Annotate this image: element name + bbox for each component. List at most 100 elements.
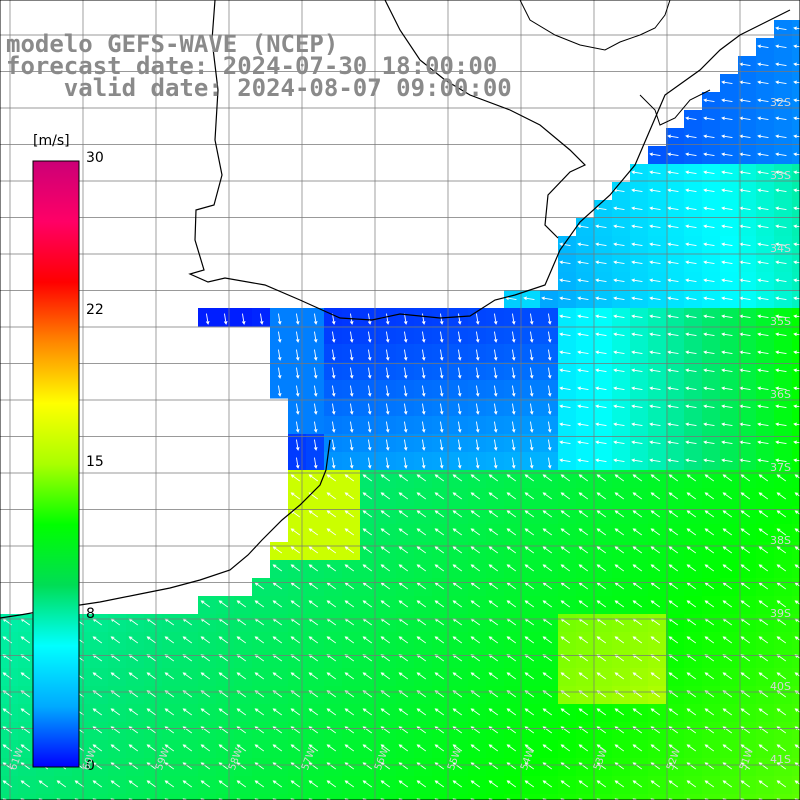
wind-arrow — [758, 600, 769, 608]
wind-arrow — [367, 313, 372, 325]
wind-arrow — [793, 332, 800, 337]
wind-arrow — [667, 332, 679, 337]
wind-arrow — [511, 385, 516, 397]
field-cell — [756, 794, 775, 800]
wind-arrow — [667, 152, 679, 157]
wind-arrow — [578, 492, 589, 500]
wind-arrow — [685, 116, 697, 121]
wind-arrow — [506, 654, 517, 662]
wind-arrow — [757, 116, 769, 121]
wind-arrow — [758, 474, 769, 482]
wind-arrow — [740, 600, 751, 608]
wind-arrow — [776, 546, 787, 554]
lat-label: 34S — [770, 242, 791, 255]
wind-arrow — [722, 510, 733, 518]
wind-arrow — [793, 242, 800, 247]
wind-arrow — [703, 188, 715, 193]
wind-arrow — [686, 474, 697, 482]
wind-arrow — [703, 152, 715, 157]
wind-arrow — [2, 654, 13, 662]
wind-arrow — [542, 492, 553, 500]
wind-arrow — [200, 600, 211, 608]
wind-arrow — [686, 546, 697, 554]
wind-arrow — [559, 278, 571, 283]
wind-arrow — [254, 708, 265, 716]
wind-arrow — [577, 314, 589, 319]
wind-arrow — [757, 332, 769, 337]
wind-arrow — [475, 331, 480, 343]
wind-arrow — [703, 134, 715, 139]
wind-arrow — [439, 457, 444, 469]
wind-arrow — [668, 582, 679, 590]
wind-arrow — [290, 474, 301, 482]
wind-arrow — [704, 492, 715, 500]
wind-arrow — [631, 170, 643, 175]
wind-arrow — [631, 224, 643, 229]
wind-arrow — [650, 528, 661, 536]
wind-arrow — [344, 708, 355, 716]
wind-arrow — [349, 367, 354, 379]
wind-arrow — [362, 564, 373, 572]
wind-arrow — [596, 528, 607, 536]
wind-arrow — [470, 546, 481, 554]
wind-arrow — [559, 458, 571, 463]
wind-arrow — [290, 492, 301, 500]
wind-arrow — [236, 636, 247, 644]
wind-arrow — [470, 582, 481, 590]
wind-arrow — [295, 367, 300, 379]
wind-arrow — [721, 188, 733, 193]
field-cell — [450, 794, 469, 800]
wind-arrow — [613, 332, 625, 337]
wind-arrow — [290, 546, 301, 554]
wind-arrow — [775, 224, 787, 229]
wind-arrow — [703, 116, 715, 121]
wind-arrow — [793, 368, 800, 373]
lat-label: 35S — [770, 315, 791, 328]
wind-arrow — [721, 422, 733, 427]
wind-arrow — [631, 404, 643, 409]
wind-arrow — [344, 672, 355, 680]
wind-arrow — [668, 546, 679, 554]
wind-arrow — [775, 368, 787, 373]
wind-arrow — [434, 492, 445, 500]
wind-arrow — [596, 600, 607, 608]
field-cell — [792, 632, 800, 651]
wind-arrow — [398, 474, 409, 482]
wind-arrow — [457, 403, 462, 415]
wind-arrow — [685, 440, 697, 445]
wind-arrow — [595, 422, 607, 427]
wind-arrow — [164, 672, 175, 680]
wind-arrow — [398, 528, 409, 536]
wind-arrow — [313, 367, 318, 379]
wind-arrow — [457, 457, 462, 469]
wind-arrow — [668, 654, 679, 662]
wind-arrow — [560, 510, 571, 518]
wind-arrow — [380, 510, 391, 518]
wind-arrow — [542, 546, 553, 554]
field-cell — [504, 794, 523, 800]
wind-arrow — [547, 385, 552, 397]
wind-arrow — [775, 278, 787, 283]
wind-arrow — [547, 421, 552, 433]
wind-arrow — [344, 474, 355, 482]
wind-arrow — [758, 564, 769, 572]
wind-arrow — [560, 546, 571, 554]
wind-arrow — [722, 528, 733, 536]
wind-arrow — [421, 421, 426, 433]
wind-arrow — [295, 331, 300, 343]
wind-arrow — [439, 331, 444, 343]
wind-arrow — [757, 242, 769, 247]
wind-arrow — [506, 492, 517, 500]
wind-arrow — [421, 403, 426, 415]
wind-arrow — [722, 492, 733, 500]
wind-arrow — [631, 458, 643, 463]
wind-arrow — [398, 582, 409, 590]
wind-arrow — [757, 422, 769, 427]
wind-arrow — [614, 582, 625, 590]
wind-arrow — [667, 278, 679, 283]
lat-label: 33S — [770, 169, 791, 182]
wind-arrow — [493, 421, 498, 433]
wind-arrow — [547, 331, 552, 343]
wind-arrow — [757, 62, 769, 67]
field-cell — [612, 794, 631, 800]
